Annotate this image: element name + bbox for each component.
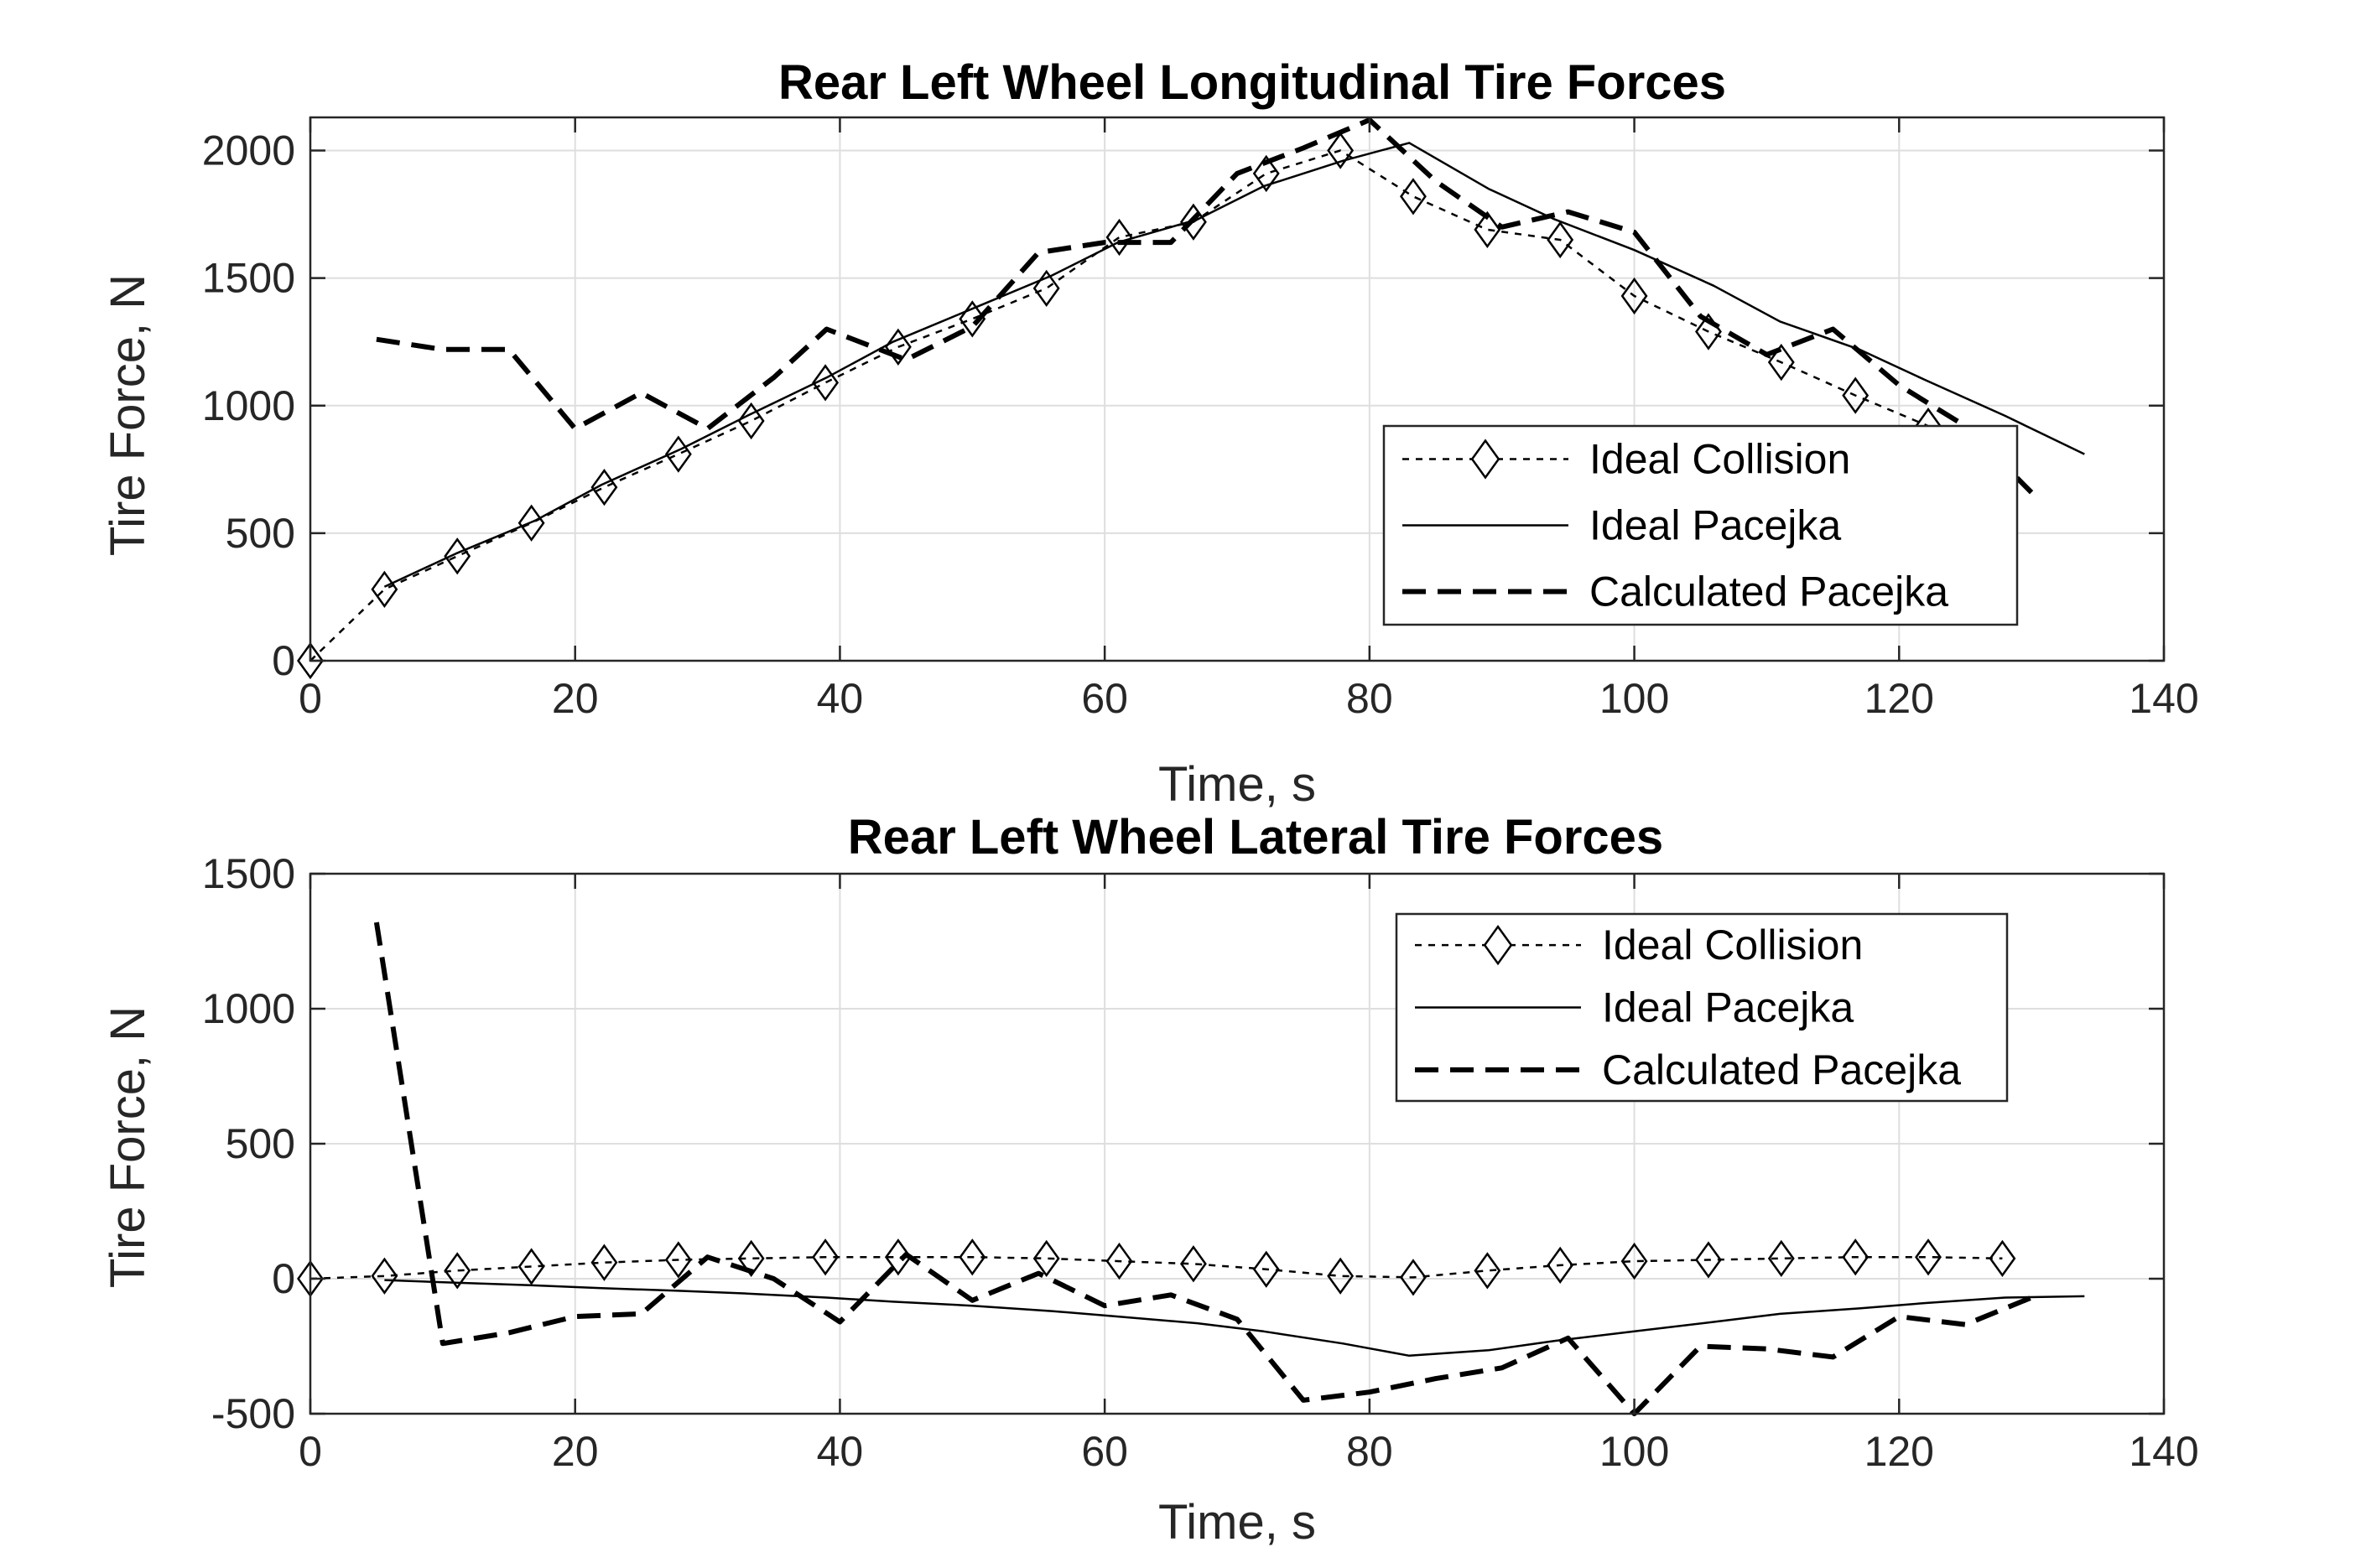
legend-entry-label: Ideal Pacejka — [1602, 984, 1854, 1031]
chart-title: Rear Left Wheel Lateral Tire Forces — [848, 810, 1663, 864]
x-tick-label: 100 — [1599, 675, 1669, 722]
y-tick-label: 1000 — [202, 382, 295, 429]
x-tick-label: 20 — [552, 1428, 599, 1475]
data-point-diamond — [737, 402, 765, 440]
y-tick-label: 500 — [226, 1120, 295, 1167]
data-point-diamond — [1767, 1239, 1795, 1277]
data-point-diamond — [1179, 1245, 1207, 1283]
x-tick-label: 140 — [2129, 675, 2198, 722]
data-point-diamond — [1842, 1238, 1870, 1276]
data-point-diamond — [1105, 218, 1133, 257]
x-tick-label: 120 — [1864, 1428, 1934, 1475]
data-point-diamond — [1032, 1239, 1060, 1277]
series-line-ideal-pacejka — [383, 142, 2085, 588]
y-tick-label: 1500 — [202, 850, 295, 897]
data-point-diamond — [812, 1238, 840, 1276]
data-point-diamond — [1252, 154, 1280, 193]
lateral-chart: Rear Left Wheel Lateral Tire Forces Time… — [101, 810, 2199, 1550]
y-tick-label: 500 — [226, 510, 295, 557]
data-point-diamond — [371, 1257, 398, 1295]
x-tick-label: 40 — [817, 1428, 864, 1475]
data-point-diamond — [812, 364, 840, 402]
x-tick-label: 120 — [1864, 675, 1934, 722]
data-point-diamond — [297, 641, 324, 680]
x-axis-label: Time, s — [1158, 1495, 1316, 1550]
x-tick-label: 140 — [2129, 1428, 2198, 1475]
data-point-diamond — [1105, 1242, 1133, 1280]
data-point-diamond — [1400, 178, 1427, 215]
data-point-diamond — [1547, 221, 1574, 259]
y-axis-label: Tire Force, N — [101, 274, 155, 556]
legend-entry-label: Calculated Pacejka — [1602, 1046, 1961, 1093]
data-point-diamond — [664, 1241, 692, 1279]
legend: Ideal Collision Ideal Pacejka Calculated P… — [1395, 912, 2009, 1103]
y-axis-label: Tire Force, N — [101, 1006, 155, 1288]
x-tick-label: 80 — [1346, 675, 1393, 722]
legend-entry-label: Ideal Collision — [1602, 922, 1863, 968]
data-point-diamond — [1842, 376, 1870, 414]
legend-diamond-marker — [1470, 439, 1500, 480]
data-point-diamond — [1695, 1241, 1722, 1279]
data-point-diamond — [590, 468, 618, 506]
data-point-diamond — [590, 1243, 618, 1281]
data-point-diamond — [1620, 277, 1648, 315]
data-point-diamond — [737, 1239, 765, 1277]
x-tick-label: 100 — [1599, 1428, 1669, 1475]
data-point-diamond — [1400, 1259, 1427, 1296]
y-tick-label: -500 — [211, 1390, 295, 1437]
data-point-diamond — [517, 1248, 545, 1285]
x-tick-label: 0 — [299, 1428, 322, 1475]
x-tick-label: 0 — [299, 675, 322, 722]
series-line-ideal-pacejka — [384, 1279, 2085, 1358]
data-point-diamond — [1547, 1246, 1574, 1285]
data-point-diamond — [884, 1238, 912, 1276]
data-point-diamond — [1915, 1238, 1942, 1276]
y-tick-label: 1000 — [202, 985, 295, 1032]
x-tick-label: 80 — [1346, 1428, 1393, 1475]
data-point-diamond — [444, 1252, 471, 1290]
y-tick-label: 1500 — [202, 255, 295, 302]
series-line-calculated-pacejka — [376, 117, 2034, 495]
legend-entry-label: Ideal Pacejka — [1589, 502, 1841, 549]
x-tick-label: 40 — [817, 675, 864, 722]
data-point-diamond — [959, 300, 986, 338]
x-tick-label: 60 — [1081, 675, 1128, 722]
legend-entry-label: Calculated Pacejka — [1589, 569, 1948, 615]
series-line-ideal-collision — [309, 149, 1929, 662]
data-point-diamond — [1252, 1250, 1280, 1288]
y-tick-label: 0 — [272, 637, 295, 684]
data-point-diamond — [1327, 1257, 1355, 1295]
legend-diamond-marker — [1483, 925, 1513, 966]
x-tick-label: 20 — [552, 675, 599, 722]
data-point-diamond — [884, 328, 912, 366]
series-line-calculated-pacejka — [373, 922, 2033, 1416]
y-tick-label: 0 — [272, 1255, 295, 1302]
longitudinal-chart: Rear Left Wheel Longitudinal Tire Forces… — [101, 55, 2199, 812]
x-axis-label: Time, s — [1158, 757, 1316, 812]
data-point-diamond — [959, 1238, 986, 1276]
legend-entry-label: Ideal Collision — [1589, 436, 1850, 483]
data-point-diamond — [1327, 132, 1355, 169]
y-tick-label: 2000 — [202, 127, 295, 174]
x-tick-label: 60 — [1081, 1428, 1128, 1475]
data-point-diamond — [1767, 343, 1795, 382]
data-point-diamond — [1032, 269, 1060, 307]
data-point-diamond — [1474, 210, 1501, 248]
chart-title: Rear Left Wheel Longitudinal Tire Forces — [778, 55, 1726, 110]
axes-box — [309, 116, 2166, 662]
data-point-diamond — [1474, 1252, 1501, 1290]
data-point-diamond — [1620, 1242, 1648, 1280]
data-point-diamond — [1989, 1239, 2016, 1277]
legend: Ideal Collision Ideal Pacejka Calculated P… — [1382, 424, 2019, 626]
data-point-diamond — [664, 435, 692, 473]
